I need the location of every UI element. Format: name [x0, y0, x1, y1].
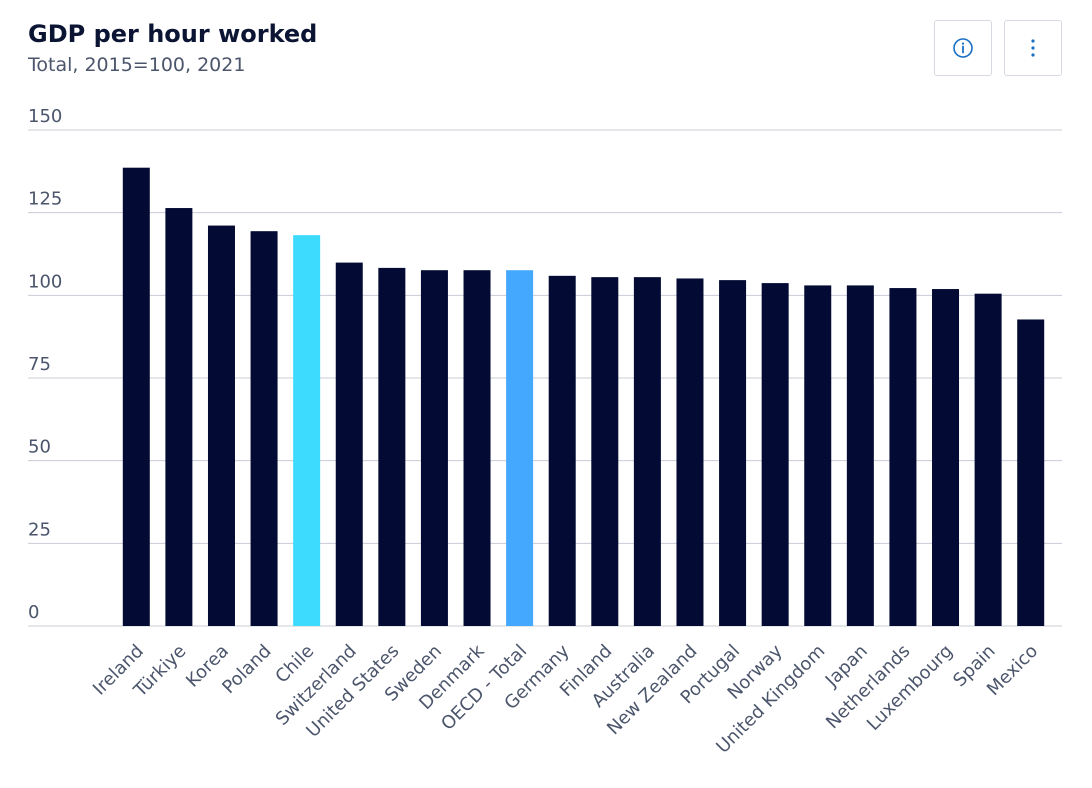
- bar-t-rkiye[interactable]: [165, 208, 193, 626]
- bar-new-zealand[interactable]: [676, 278, 704, 626]
- bar-norway[interactable]: [761, 283, 789, 626]
- y-tick-label: 75: [28, 354, 51, 375]
- chart-title: GDP per hour worked: [28, 20, 318, 48]
- y-tick-label: 0: [28, 602, 39, 623]
- bars: [122, 167, 1045, 627]
- bar-oecd-total[interactable]: [506, 270, 534, 626]
- chart-subtitle: Total, 2015=100, 2021: [28, 54, 246, 76]
- bar-japan[interactable]: [846, 285, 874, 626]
- bar-united-states[interactable]: [378, 267, 406, 626]
- bar-luxembourg[interactable]: [932, 289, 960, 626]
- bar-united-kingdom[interactable]: [804, 285, 832, 626]
- more-options-button[interactable]: [1004, 20, 1062, 76]
- y-tick-label: 100: [28, 271, 62, 292]
- info-circle-icon: [953, 38, 973, 58]
- bar-switzerland[interactable]: [335, 262, 363, 626]
- bar-australia[interactable]: [633, 277, 661, 626]
- x-category-label: Poland: [218, 641, 275, 698]
- bar-korea[interactable]: [207, 225, 235, 626]
- y-tick-label: 50: [28, 437, 51, 458]
- y-tick-label: 125: [28, 189, 62, 210]
- info-button[interactable]: [934, 20, 992, 76]
- bar-finland[interactable]: [591, 277, 619, 626]
- bar-portugal[interactable]: [719, 280, 747, 626]
- bar-chile[interactable]: [293, 235, 321, 627]
- bar-denmark[interactable]: [463, 270, 491, 626]
- bar-germany[interactable]: [548, 275, 576, 626]
- vertical-ellipsis-icon: [1031, 39, 1035, 57]
- bar-spain[interactable]: [974, 293, 1002, 626]
- bar-netherlands[interactable]: [889, 288, 917, 626]
- bar-mexico[interactable]: [1017, 319, 1045, 626]
- y-tick-label: 25: [28, 519, 51, 540]
- bar-poland[interactable]: [250, 231, 278, 626]
- bar-ireland[interactable]: [122, 167, 150, 627]
- y-tick-label: 150: [28, 106, 62, 127]
- bar-sweden[interactable]: [420, 270, 448, 626]
- category-labels: IrelandTürkiyeKoreaPolandChileSwitzerlan…: [89, 640, 1042, 757]
